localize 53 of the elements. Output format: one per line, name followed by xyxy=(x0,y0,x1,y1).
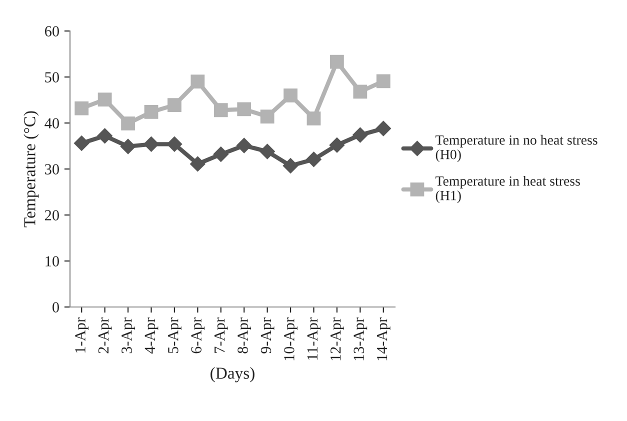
y-tick-label: 40 xyxy=(44,118,59,128)
point xyxy=(144,136,159,152)
x-tick-label: 11-Apr xyxy=(307,318,321,360)
point xyxy=(260,144,275,160)
point xyxy=(237,102,252,116)
point xyxy=(236,138,252,154)
point xyxy=(284,88,298,102)
x-tick-label: 1-Apr xyxy=(75,318,89,353)
y-axis-title: Temperature (°C) xyxy=(24,111,39,228)
point xyxy=(97,128,112,144)
point xyxy=(121,116,135,130)
x-tick-label: 8-Apr xyxy=(238,318,252,354)
x-tick-label: 3-Apr xyxy=(122,318,135,354)
point xyxy=(166,136,182,152)
point xyxy=(213,146,228,162)
x-tick-label: 2-Apr xyxy=(98,318,112,354)
x-tick-label: 4-Apr xyxy=(144,318,158,354)
point xyxy=(352,127,368,143)
x-tick-label: 10-Apr xyxy=(284,318,298,360)
point xyxy=(376,74,390,88)
x-tick-label: 7-Apr xyxy=(214,318,228,353)
x-axis-title: (Days) xyxy=(210,367,254,382)
y-tick-label: 30 xyxy=(45,164,59,174)
point xyxy=(190,156,206,172)
point xyxy=(353,84,368,99)
point xyxy=(330,54,344,69)
y-tick-label: 10 xyxy=(46,256,59,266)
point xyxy=(282,158,298,174)
y-tick-label: 0 xyxy=(52,302,59,312)
legend-label: Temperature in heat stress (H1) xyxy=(436,176,580,204)
x-tick-label: 14-Apr xyxy=(376,318,390,360)
point xyxy=(306,111,321,126)
point xyxy=(120,138,136,154)
point xyxy=(306,152,322,167)
x-tick-label: 9-Apr xyxy=(260,318,274,354)
legend-label: Temperature in no heat stress (H0) xyxy=(436,134,598,162)
point xyxy=(74,101,89,116)
point xyxy=(260,110,274,124)
point xyxy=(329,138,345,153)
point xyxy=(144,105,158,119)
point xyxy=(214,103,228,118)
x-tick-label: 6-Apr xyxy=(191,318,205,354)
x-tick-label: 13-Apr xyxy=(354,318,368,360)
y-tick-label: 60 xyxy=(44,26,59,36)
point xyxy=(74,136,90,151)
y-tick-label: 50 xyxy=(45,72,59,82)
point xyxy=(98,92,112,106)
y-tick-label: 20 xyxy=(44,210,59,220)
point xyxy=(190,74,205,89)
x-tick-label: 5-Apr xyxy=(168,318,182,354)
x-tick-label: 12-Apr xyxy=(330,318,344,360)
point xyxy=(168,98,182,112)
point xyxy=(376,120,391,136)
